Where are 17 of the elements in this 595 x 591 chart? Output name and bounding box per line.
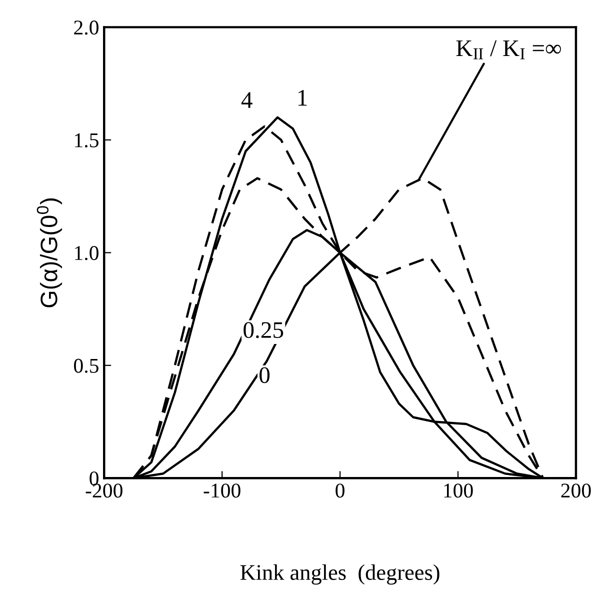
series-label: 4 <box>241 92 252 108</box>
x-tick-label: 0 <box>336 484 344 498</box>
x-tick-label: 200 <box>561 484 591 498</box>
series-label: 0 <box>260 367 270 384</box>
y-tick-label: 1.5 <box>75 133 98 148</box>
x-tick-label: 100 <box>444 484 473 498</box>
y-tick-label: 1.0 <box>75 246 98 260</box>
x-tick-label: -200 <box>86 484 122 498</box>
series-label: 1 <box>298 90 307 106</box>
y-tick-label: 2.0 <box>74 20 98 35</box>
x-axis-title: Kink angles (degrees) <box>240 564 440 585</box>
y-axis-title: G(α)/G(0$^{0}$) <box>36 198 62 308</box>
y-tick-label: 0 <box>90 471 98 486</box>
text: K$_{II}$ / K$_{I}$ =∞ <box>456 40 561 60</box>
x-tick-label: -100 <box>204 484 240 498</box>
y-tick-label: 0.5 <box>74 358 98 373</box>
series-label: 0.25 <box>244 322 284 338</box>
